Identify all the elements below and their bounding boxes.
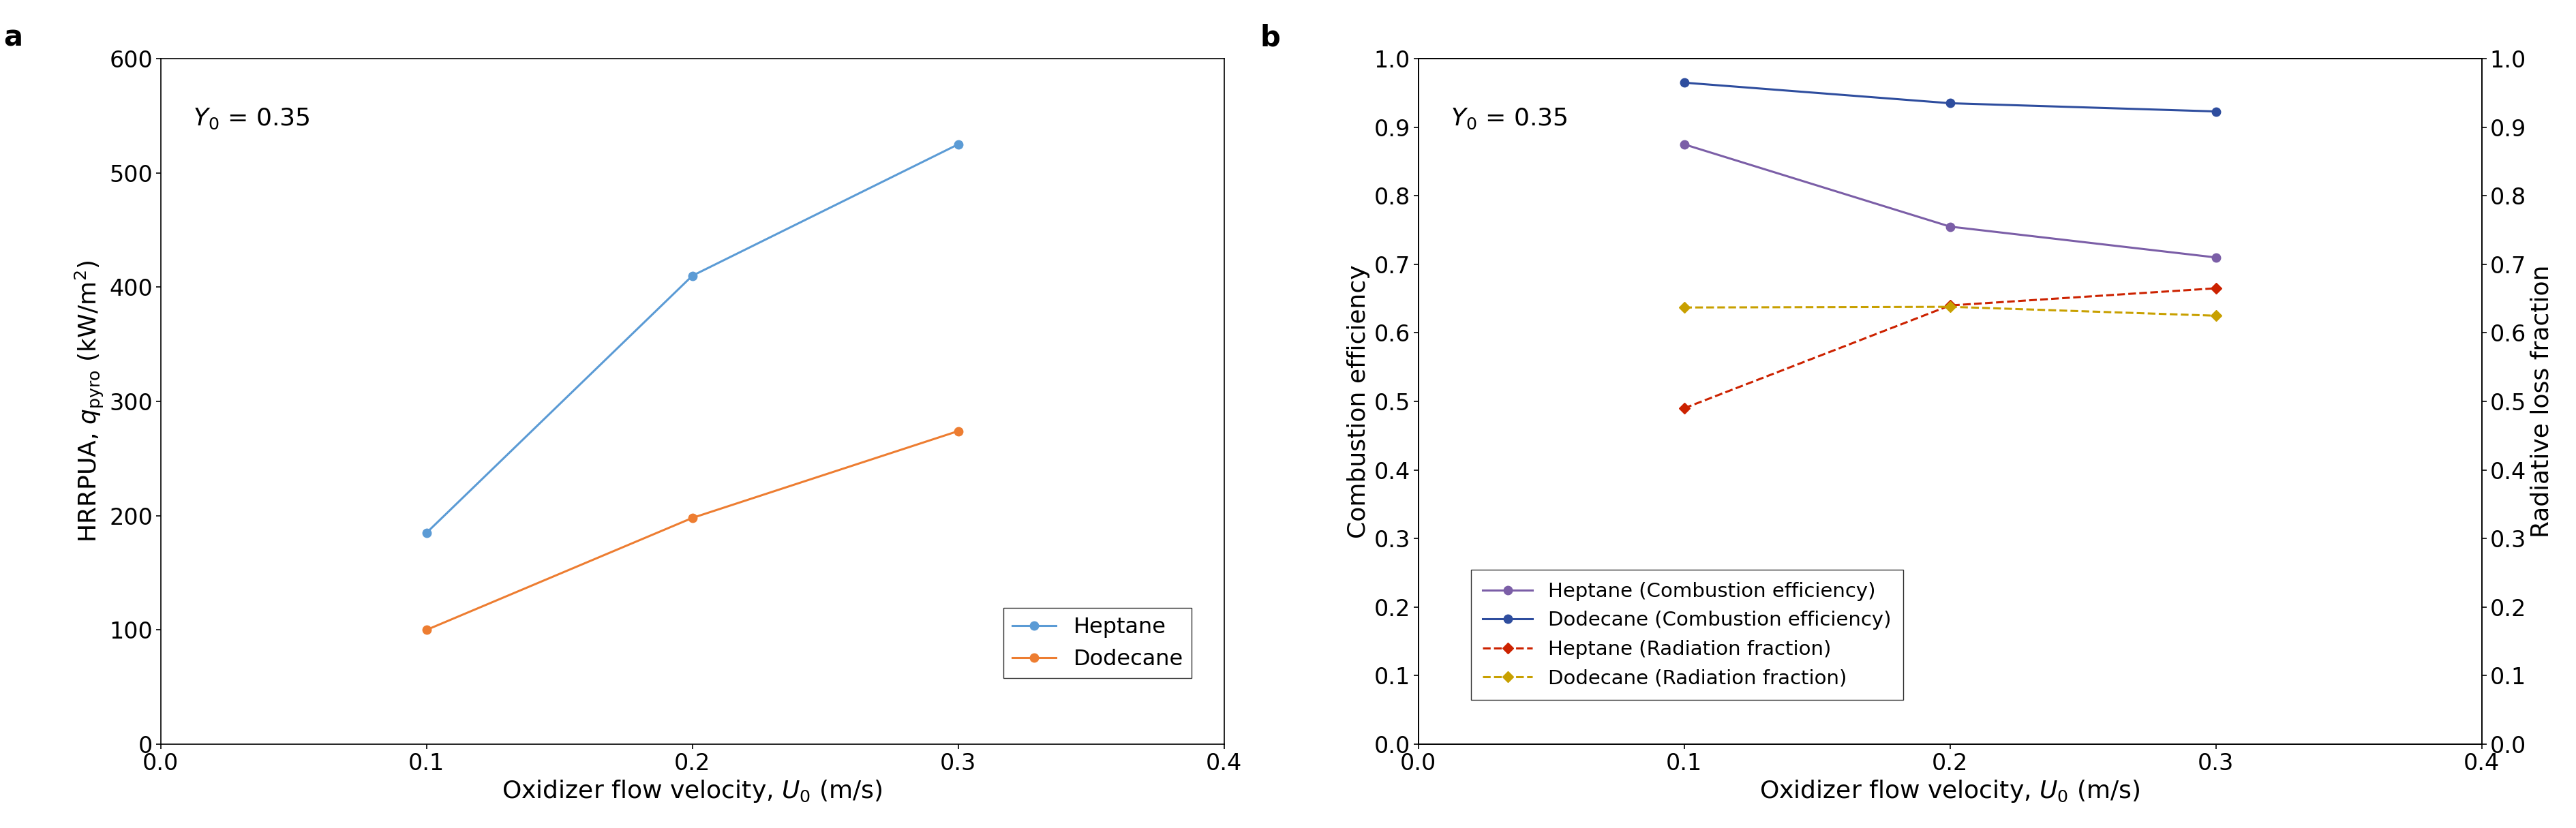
Y-axis label: Radiative loss fraction: Radiative loss fraction — [2530, 265, 2553, 538]
Heptane — [677, 271, 708, 281]
Dodecane — [412, 625, 443, 635]
Heptane (Radiation fraction) — [2200, 283, 2231, 293]
Text: $Y_0$ = 0.35: $Y_0$ = 0.35 — [193, 107, 309, 131]
Heptane (Combustion efficiency) — [2200, 253, 2231, 262]
Line: Heptane (Radiation fraction): Heptane (Radiation fraction) — [1680, 285, 2218, 412]
Dodecane (Radiation fraction) — [2200, 310, 2231, 320]
Line: Dodecane (Radiation fraction): Dodecane (Radiation fraction) — [1680, 303, 2218, 320]
Legend: Heptane, Dodecane: Heptane, Dodecane — [1002, 608, 1193, 678]
Dodecane — [943, 426, 974, 436]
Heptane — [943, 139, 974, 149]
Dodecane (Radiation fraction) — [1669, 302, 1700, 312]
Dodecane (Combustion efficiency) — [1935, 99, 1965, 108]
Heptane — [412, 527, 443, 537]
Dodecane (Combustion efficiency) — [2200, 107, 2231, 117]
Line: Heptane (Combustion efficiency): Heptane (Combustion efficiency) — [1680, 140, 2221, 262]
X-axis label: Oxidizer flow velocity, $U_0$ (m/s): Oxidizer flow velocity, $U_0$ (m/s) — [1759, 778, 2141, 804]
Line: Heptane: Heptane — [422, 140, 963, 537]
Y-axis label: HRRPUA, $q_{\mathrm{pyro}}$ (kW/m$^2$): HRRPUA, $q_{\mathrm{pyro}}$ (kW/m$^2$) — [72, 260, 106, 542]
Line: Dodecane (Combustion efficiency): Dodecane (Combustion efficiency) — [1680, 79, 2221, 116]
Text: $Y_0$ = 0.35: $Y_0$ = 0.35 — [1450, 107, 1566, 131]
Y-axis label: Combustion efficiency: Combustion efficiency — [1347, 264, 1370, 538]
Line: Dodecane: Dodecane — [422, 427, 963, 634]
Dodecane (Radiation fraction) — [1935, 302, 1965, 312]
Dodecane — [677, 513, 708, 523]
Heptane (Radiation fraction) — [1669, 403, 1700, 413]
Heptane (Combustion efficiency) — [1669, 139, 1700, 149]
Legend: Heptane (Combustion efficiency), Dodecane (Combustion efficiency), Heptane (Radi: Heptane (Combustion efficiency), Dodecan… — [1471, 570, 1904, 700]
Heptane (Radiation fraction) — [1935, 301, 1965, 310]
Text: a: a — [3, 23, 23, 52]
Heptane (Combustion efficiency) — [1935, 222, 1965, 232]
Text: b: b — [1260, 23, 1280, 52]
X-axis label: Oxidizer flow velocity, $U_0$ (m/s): Oxidizer flow velocity, $U_0$ (m/s) — [502, 778, 884, 804]
Dodecane (Combustion efficiency) — [1669, 78, 1700, 88]
